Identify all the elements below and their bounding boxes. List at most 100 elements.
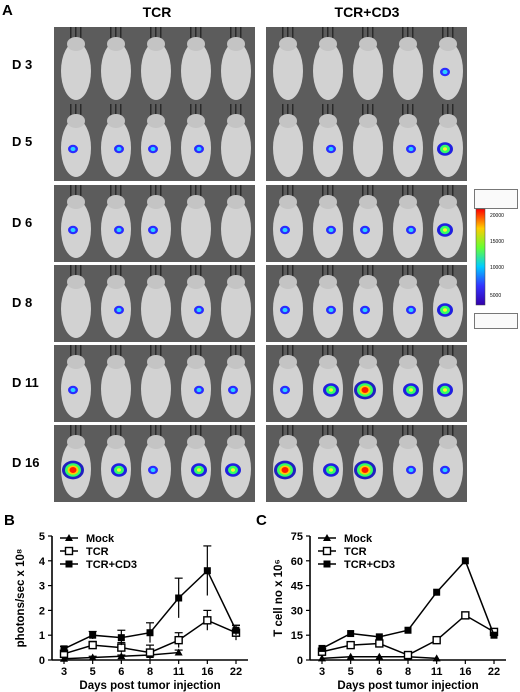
cage-bar bbox=[402, 104, 404, 118]
cage-bar bbox=[447, 185, 449, 199]
cage-bar bbox=[447, 425, 449, 439]
data-point bbox=[65, 534, 73, 541]
mouse-head bbox=[107, 195, 125, 209]
cage-bar bbox=[362, 265, 364, 279]
mouse-head bbox=[319, 275, 337, 289]
mouse-head bbox=[279, 435, 297, 449]
cage-bar bbox=[362, 27, 364, 41]
cage-bar bbox=[287, 265, 289, 279]
cage-bar bbox=[322, 27, 324, 41]
data-point bbox=[461, 611, 470, 620]
data-point bbox=[64, 546, 74, 556]
cage-bar bbox=[372, 425, 374, 439]
luminescence-spot bbox=[196, 387, 202, 393]
x-axis-label: Days post tumor injection bbox=[79, 680, 220, 692]
cage-bar bbox=[407, 27, 409, 41]
cage-bar bbox=[150, 265, 152, 279]
mouse-head bbox=[279, 275, 297, 289]
cage-bar bbox=[282, 185, 284, 199]
scale-label: 15000 bbox=[490, 239, 504, 245]
mouse-head bbox=[147, 275, 165, 289]
cage-bar bbox=[195, 425, 197, 439]
cage-bar bbox=[240, 27, 242, 41]
cage-bar bbox=[282, 425, 284, 439]
cage-bar bbox=[412, 265, 414, 279]
cage-bar bbox=[150, 345, 152, 359]
cage-bar bbox=[442, 104, 444, 118]
cage-bar bbox=[235, 265, 237, 279]
cage-bar bbox=[195, 27, 197, 41]
cage-bar bbox=[155, 27, 157, 41]
imaging-row bbox=[266, 345, 467, 422]
data-point bbox=[375, 652, 384, 660]
data-point bbox=[322, 546, 332, 556]
cage-bar bbox=[235, 185, 237, 199]
cage-bar bbox=[155, 425, 157, 439]
cage-bar bbox=[327, 185, 329, 199]
imaging-row bbox=[54, 104, 255, 181]
mouse-head bbox=[107, 37, 125, 51]
mouse-row-image bbox=[273, 27, 463, 100]
cage-bar bbox=[80, 104, 82, 118]
mouse-head bbox=[359, 435, 377, 449]
mouse-head bbox=[359, 114, 377, 128]
luminescence-spot bbox=[196, 307, 202, 313]
mouse-head bbox=[359, 195, 377, 209]
cage-bar bbox=[452, 104, 454, 118]
cage-bar bbox=[240, 265, 242, 279]
luminescence-spot bbox=[70, 227, 76, 233]
luminescence-spot bbox=[281, 467, 289, 473]
cage-bar bbox=[327, 265, 329, 279]
cage-bar bbox=[322, 104, 324, 118]
cage-bar bbox=[120, 265, 122, 279]
mouse-head bbox=[439, 37, 457, 51]
data-point bbox=[375, 633, 383, 641]
y-tick-label: 5 bbox=[39, 531, 45, 543]
mouse-head bbox=[399, 435, 417, 449]
mouse-row-image bbox=[61, 27, 251, 100]
legend-label: TCR bbox=[344, 546, 367, 558]
cage-bar bbox=[75, 345, 77, 359]
data-point bbox=[346, 640, 355, 650]
data-point bbox=[432, 654, 441, 662]
cage-bar bbox=[287, 185, 289, 199]
mouse-head bbox=[399, 37, 417, 51]
mouse-head bbox=[67, 435, 85, 449]
luminescence-spot bbox=[443, 388, 447, 392]
cage-bar bbox=[292, 104, 294, 118]
mouse-head bbox=[67, 355, 85, 369]
cage-bar bbox=[150, 27, 152, 41]
cage-bar bbox=[160, 425, 162, 439]
luminescence-spot bbox=[362, 307, 368, 313]
y-tick-label: 0 bbox=[39, 655, 45, 667]
cage-bar bbox=[447, 345, 449, 359]
cage-bar bbox=[120, 27, 122, 41]
cage-bar bbox=[372, 27, 374, 41]
luminescence-spot bbox=[230, 387, 236, 393]
color-scale-gradient bbox=[475, 208, 486, 306]
data-point bbox=[60, 654, 68, 662]
cage-bar bbox=[407, 104, 409, 118]
luminescence-spot bbox=[443, 228, 447, 232]
mouse bbox=[61, 42, 91, 100]
cage-bar bbox=[332, 185, 334, 199]
y-tick-label: 45 bbox=[291, 581, 303, 593]
cage-bar bbox=[115, 185, 117, 199]
x-tick-label: 16 bbox=[201, 666, 213, 678]
cage-bar bbox=[120, 104, 122, 118]
cage-bar bbox=[362, 185, 364, 199]
cage-bar bbox=[442, 27, 444, 41]
data-point bbox=[175, 594, 183, 602]
cage-bar bbox=[327, 425, 329, 439]
imaging-row bbox=[54, 185, 255, 262]
mouse-head bbox=[67, 37, 85, 51]
mouse-head bbox=[107, 275, 125, 289]
mouse-head bbox=[227, 114, 245, 128]
mouse bbox=[221, 200, 251, 258]
cage-bar bbox=[287, 104, 289, 118]
luminescence-spot bbox=[196, 146, 202, 152]
cage-bar bbox=[230, 27, 232, 41]
cage-bar bbox=[70, 265, 72, 279]
cage-bar bbox=[367, 425, 369, 439]
data-point bbox=[89, 631, 97, 639]
